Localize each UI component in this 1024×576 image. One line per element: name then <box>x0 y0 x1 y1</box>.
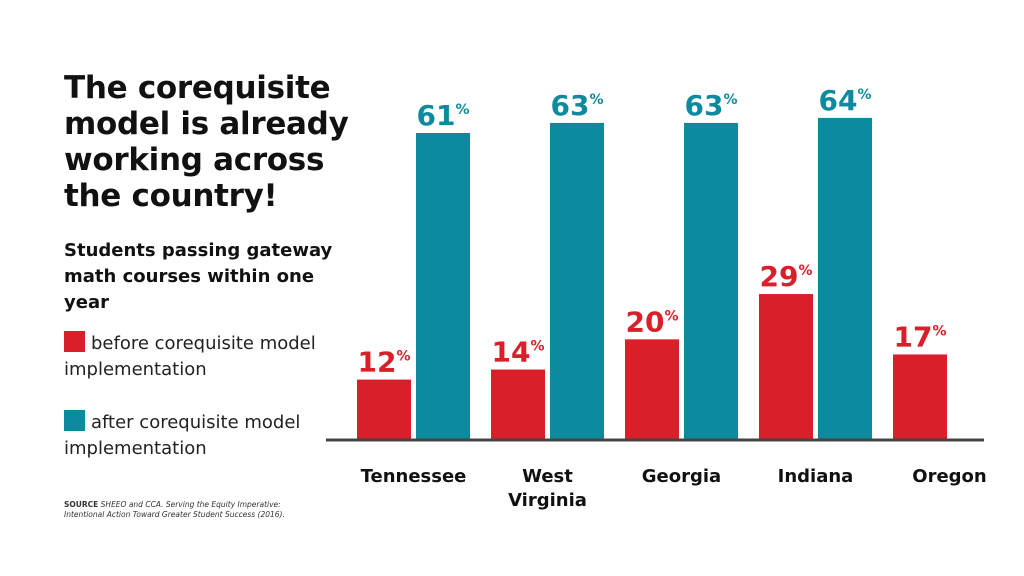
legend-item-before: before corequisite model implementation <box>64 331 334 383</box>
x-tick-label-tennessee: Tennessee <box>361 466 467 487</box>
bar-after-indiana <box>818 117 872 440</box>
x-tick-label-indiana: Indiana <box>778 466 854 487</box>
data-label-before-west-virginia: 14% <box>492 336 545 369</box>
bar-before-tennessee <box>357 379 411 440</box>
bar-before-oregon <box>893 354 947 440</box>
x-tick-labels: Tennessee West Virginia Georgia Indiana Orego… <box>361 466 987 511</box>
legend-label-before: before corequisite model implementation <box>64 333 316 380</box>
data-label-before-indiana: 29% <box>760 260 813 293</box>
bar-after-west-virginia <box>550 122 604 441</box>
data-label-after-west-virginia: 63% <box>551 89 604 122</box>
bars-group: 12% 61% 14% 63% 20% 63% 29% 64% 17% <box>357 84 947 441</box>
data-label-before-oregon: 17% <box>894 320 947 353</box>
data-label-after-georgia: 63% <box>685 89 738 122</box>
x-tick-label-georgia: Georgia <box>642 466 721 487</box>
legend-label-after: after corequisite model implementation <box>64 412 301 459</box>
bar-after-tennessee <box>416 133 470 440</box>
chart-title: The corequisite model is already working… <box>64 70 349 214</box>
source-text: SHEEO and CCA. Serving the Equity Impera… <box>64 500 285 519</box>
bar-before-georgia <box>625 339 679 440</box>
x-tick-label-west-virginia: West Virginia <box>508 466 587 511</box>
legend-item-after: after corequisite model implementation <box>64 410 334 462</box>
source-label: SOURCE <box>64 500 99 509</box>
legend-swatch-after <box>64 410 85 431</box>
bar-before-indiana <box>759 294 813 440</box>
legend-swatch-before <box>64 331 85 352</box>
data-label-before-tennessee: 12% <box>358 346 411 379</box>
bar-after-georgia <box>684 122 738 441</box>
data-label-after-tennessee: 61% <box>417 99 470 132</box>
x-tick-label-oregon: Oregon <box>912 466 986 487</box>
bar-before-west-virginia <box>491 369 545 440</box>
data-label-before-georgia: 20% <box>626 305 679 338</box>
source-note: SOURCE SHEEO and CCA. Serving the Equity… <box>64 500 294 520</box>
data-label-after-indiana: 64% <box>819 84 872 117</box>
chart-subtitle: Students passing gateway math courses wi… <box>64 240 333 313</box>
